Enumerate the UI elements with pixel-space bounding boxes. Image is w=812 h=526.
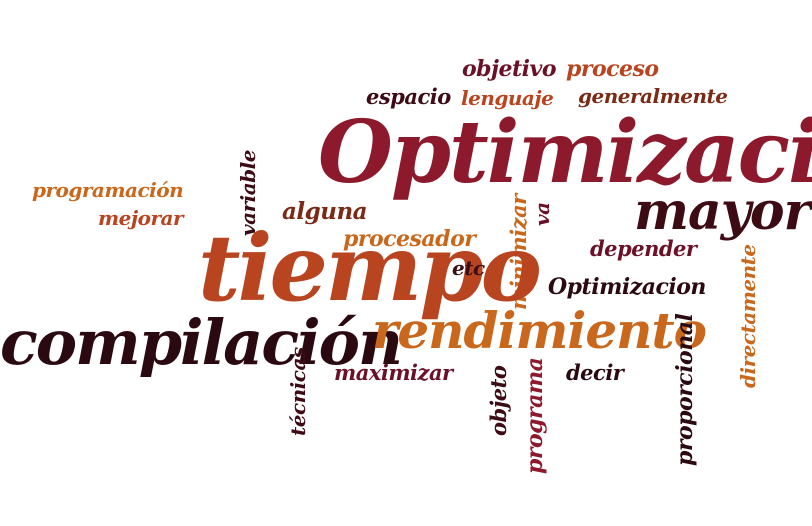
word-mayor: mayor	[634, 181, 811, 242]
word-etc: etc	[452, 256, 485, 280]
word-depender: depender	[590, 236, 697, 261]
word-compilacion: compilación	[0, 306, 403, 379]
word-maximizar: maximizar	[334, 360, 453, 385]
word-decir: decir	[566, 360, 624, 385]
word-generalmente: generalmente	[578, 84, 728, 108]
word-programacion: programación	[32, 178, 184, 202]
word-tiempo: tiempo	[198, 214, 542, 322]
word-espacio: espacio	[366, 84, 451, 109]
word-lenguaje: lenguaje	[461, 86, 554, 110]
word-optimizacion-main: Optimización	[318, 102, 812, 203]
word-objetivo: objetivo	[462, 56, 557, 82]
word-alguna: alguna	[282, 198, 368, 225]
word-proceso: proceso	[566, 56, 659, 82]
word-directamente: directamente	[736, 244, 760, 388]
word-proporcional: proporcional	[672, 313, 698, 466]
word-optimizacion-small: Optimizacion	[548, 274, 706, 300]
word-objeto: objeto	[486, 365, 511, 436]
word-programa: programa	[522, 357, 548, 474]
word-mejorar: mejorar	[98, 206, 184, 230]
word-procesador: procesador	[343, 226, 476, 252]
word-rendimiento: rendimiento	[372, 301, 707, 360]
word-tecnicas: técnicas	[286, 347, 310, 436]
